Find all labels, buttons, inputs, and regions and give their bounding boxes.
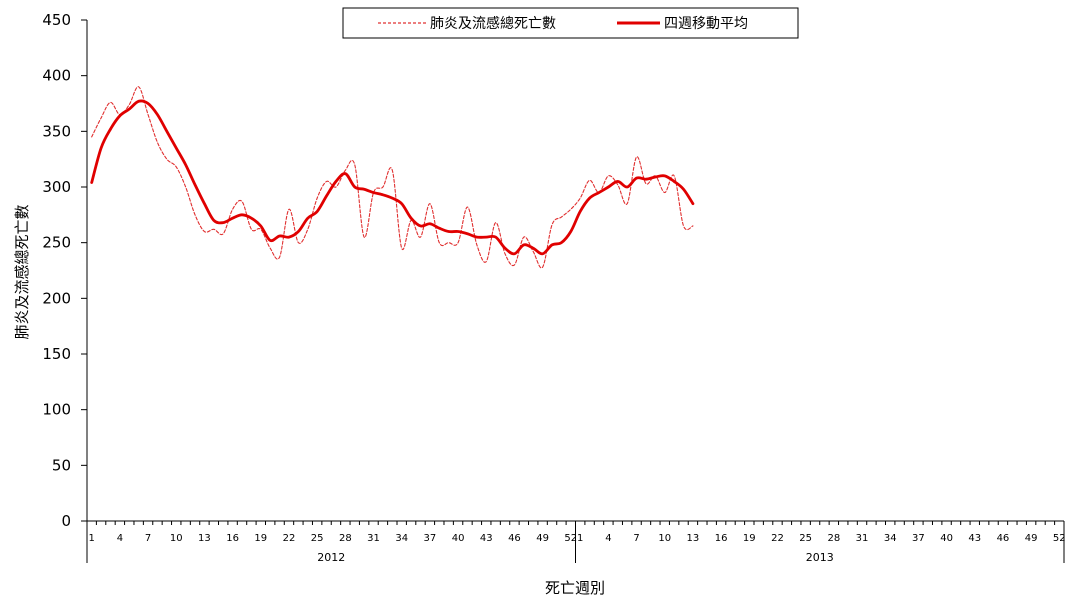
series-line-total-deaths: [91, 86, 694, 269]
x-tick-label: 10: [658, 533, 671, 544]
x-tick-label: 7: [145, 533, 151, 544]
y-axis-label: 肺炎及流感總死亡數: [13, 204, 31, 339]
series-lines: [90, 86, 695, 269]
x-tick-label: 25: [799, 533, 812, 544]
x-tick-label: 25: [311, 533, 324, 544]
legend-label-total: 肺炎及流感總死亡數: [430, 15, 556, 32]
y-axis: 0 50 100 150 200 250 300 350 400 450: [42, 11, 88, 530]
x-tick-label: 19: [743, 533, 756, 544]
x-tick-label: 34: [884, 533, 897, 544]
year-group-label: 2012: [317, 551, 345, 564]
y-tick-label: 350: [42, 122, 71, 140]
x-tick-label: 52: [564, 533, 577, 544]
y-tick-label: 200: [42, 289, 71, 307]
x-tick-label: 10: [170, 533, 183, 544]
x-tick-label: 37: [912, 533, 925, 544]
y-tick-label: 250: [42, 234, 71, 252]
legend: 肺炎及流感總死亡數 四週移動平均: [342, 7, 799, 39]
y-tick-label: 0: [61, 512, 71, 530]
x-tick-label: 49: [536, 533, 549, 544]
y-tick-label: 150: [42, 345, 71, 363]
y-tick-label: 400: [42, 67, 71, 85]
x-axis: 1 4 7 10 13 16 19 22 25 28 31 34 37 40 43 46 49 52 2012 1 4 7…: [86, 520, 1065, 564]
x-tick-label: 16: [715, 533, 728, 544]
x-tick-label: 22: [771, 533, 784, 544]
x-tick-label: 40: [452, 533, 465, 544]
x-tick-label: 4: [605, 533, 611, 544]
y-tick-label: 300: [42, 178, 71, 196]
x-tick-label: 28: [339, 533, 352, 544]
x-tick-label: 7: [633, 533, 639, 544]
x-tick-label: 52: [1053, 533, 1065, 544]
y-tick-label: 450: [42, 11, 71, 29]
x-tick-label: 19: [254, 533, 267, 544]
x-tick-label: 1: [89, 533, 95, 544]
x-tick-label: 13: [687, 533, 700, 544]
x-tick-label: 31: [856, 533, 869, 544]
x-tick-label: 49: [1025, 533, 1038, 544]
x-tick-label: 1: [577, 533, 583, 544]
x-tick-label: 46: [508, 533, 521, 544]
x-tick-label: 4: [117, 533, 123, 544]
x-axis-label: 死亡週別: [545, 579, 605, 597]
legend-label-moving-average: 四週移動平均: [664, 16, 748, 32]
x-tick-label: 16: [226, 533, 239, 544]
y-tick-label: 50: [52, 456, 71, 474]
year-group-label: 2013: [806, 551, 834, 564]
x-tick-label: 22: [283, 533, 296, 544]
x-tick-label: 40: [940, 533, 953, 544]
series-line-moving-average: [90, 99, 695, 256]
y-tick-label: 100: [42, 401, 71, 419]
x-tick-label: 13: [198, 533, 211, 544]
x-tick-label: 46: [997, 533, 1010, 544]
x-tick-label: 43: [480, 533, 493, 544]
x-tick-label: 37: [424, 533, 437, 544]
x-tick-label: 43: [968, 533, 981, 544]
x-tick-label: 34: [395, 533, 408, 544]
x-tick-label: 31: [367, 533, 380, 544]
x-tick-label: 28: [827, 533, 840, 544]
